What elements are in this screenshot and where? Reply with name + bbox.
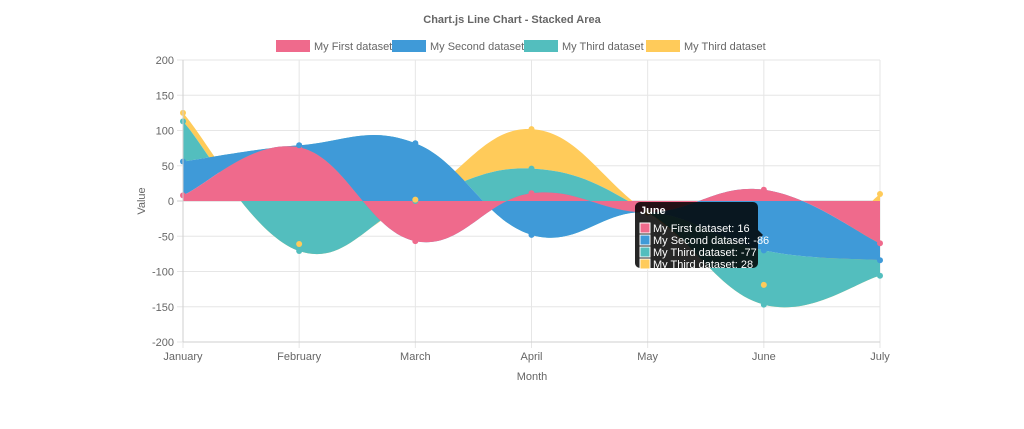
data-point[interactable] (528, 126, 535, 133)
data-point[interactable] (760, 301, 767, 308)
legend-swatch (392, 40, 426, 52)
data-point[interactable] (760, 281, 767, 288)
data-point[interactable] (760, 186, 767, 193)
x-tick-label: July (870, 351, 890, 363)
data-point[interactable] (877, 190, 883, 197)
legend-item[interactable]: My First dataset (276, 40, 392, 53)
chart-title: Chart.js Line Chart - Stacked Area (423, 14, 601, 26)
y-axis-title: Value (136, 187, 148, 214)
data-point[interactable] (877, 257, 883, 264)
data-point[interactable] (528, 231, 535, 238)
y-tick-label: -100 (152, 267, 174, 279)
data-point[interactable] (412, 238, 419, 245)
data-point[interactable] (296, 142, 303, 149)
data-point[interactable] (412, 196, 419, 203)
y-tick-label: 50 (162, 161, 174, 173)
tooltip-line: My Third dataset: 28 (653, 259, 753, 271)
legend-label: My Third dataset (562, 41, 644, 53)
tooltip-swatch (639, 234, 651, 246)
axes: -200 -150 -100 -50 0 50 100 150 200 January Februa… (152, 55, 890, 363)
legend-item[interactable]: My Third dataset (646, 40, 766, 53)
y-tick-label: -150 (152, 302, 174, 314)
y-tick-label: -50 (158, 231, 174, 243)
x-tick-label: March (400, 351, 431, 363)
x-tick-label: June (752, 351, 776, 363)
tooltip-title: June (640, 205, 666, 217)
y-tick-label: 200 (156, 55, 174, 67)
legend-item[interactable]: My Second dataset (392, 40, 524, 53)
data-point[interactable] (412, 140, 419, 147)
x-axis-title: Month (517, 371, 548, 383)
legend-label: My Third dataset (684, 41, 766, 53)
tooltip-line: My Third dataset: -77 (653, 247, 757, 259)
y-tick-label: 150 (156, 90, 174, 102)
x-tick-label: May (637, 351, 658, 363)
tooltip-line: My Second dataset: -86 (653, 235, 769, 247)
legend-label: My Second dataset (430, 41, 524, 53)
legend-swatch (646, 40, 680, 52)
y-tick-label: 100 (156, 126, 174, 138)
tooltip-line: My First dataset: 16 (653, 223, 750, 235)
legend-swatch (524, 40, 558, 52)
legend-item[interactable]: My Third dataset (524, 40, 644, 53)
data-point[interactable] (296, 248, 303, 255)
tooltip-swatch (639, 246, 651, 258)
data-point[interactable] (296, 241, 303, 248)
data-point[interactable] (877, 272, 883, 279)
tooltip-caret (758, 230, 763, 240)
legend-label: My First dataset (314, 41, 392, 53)
data-point[interactable] (528, 165, 535, 172)
y-tick-label: -200 (152, 337, 174, 349)
tooltip-box (635, 202, 758, 268)
legend[interactable]: My First dataset My Second dataset My Thir… (276, 40, 766, 53)
tooltip-swatch (639, 222, 651, 234)
legend-swatch (276, 40, 310, 52)
data-point[interactable] (760, 247, 767, 254)
x-tick-label: April (520, 351, 542, 363)
x-tick-label: January (163, 351, 203, 363)
x-tick-label: February (277, 351, 322, 363)
tooltip-swatch (639, 258, 651, 270)
data-point[interactable] (528, 190, 535, 197)
data-point[interactable] (877, 240, 883, 247)
y-tick-label: 0 (168, 196, 174, 208)
